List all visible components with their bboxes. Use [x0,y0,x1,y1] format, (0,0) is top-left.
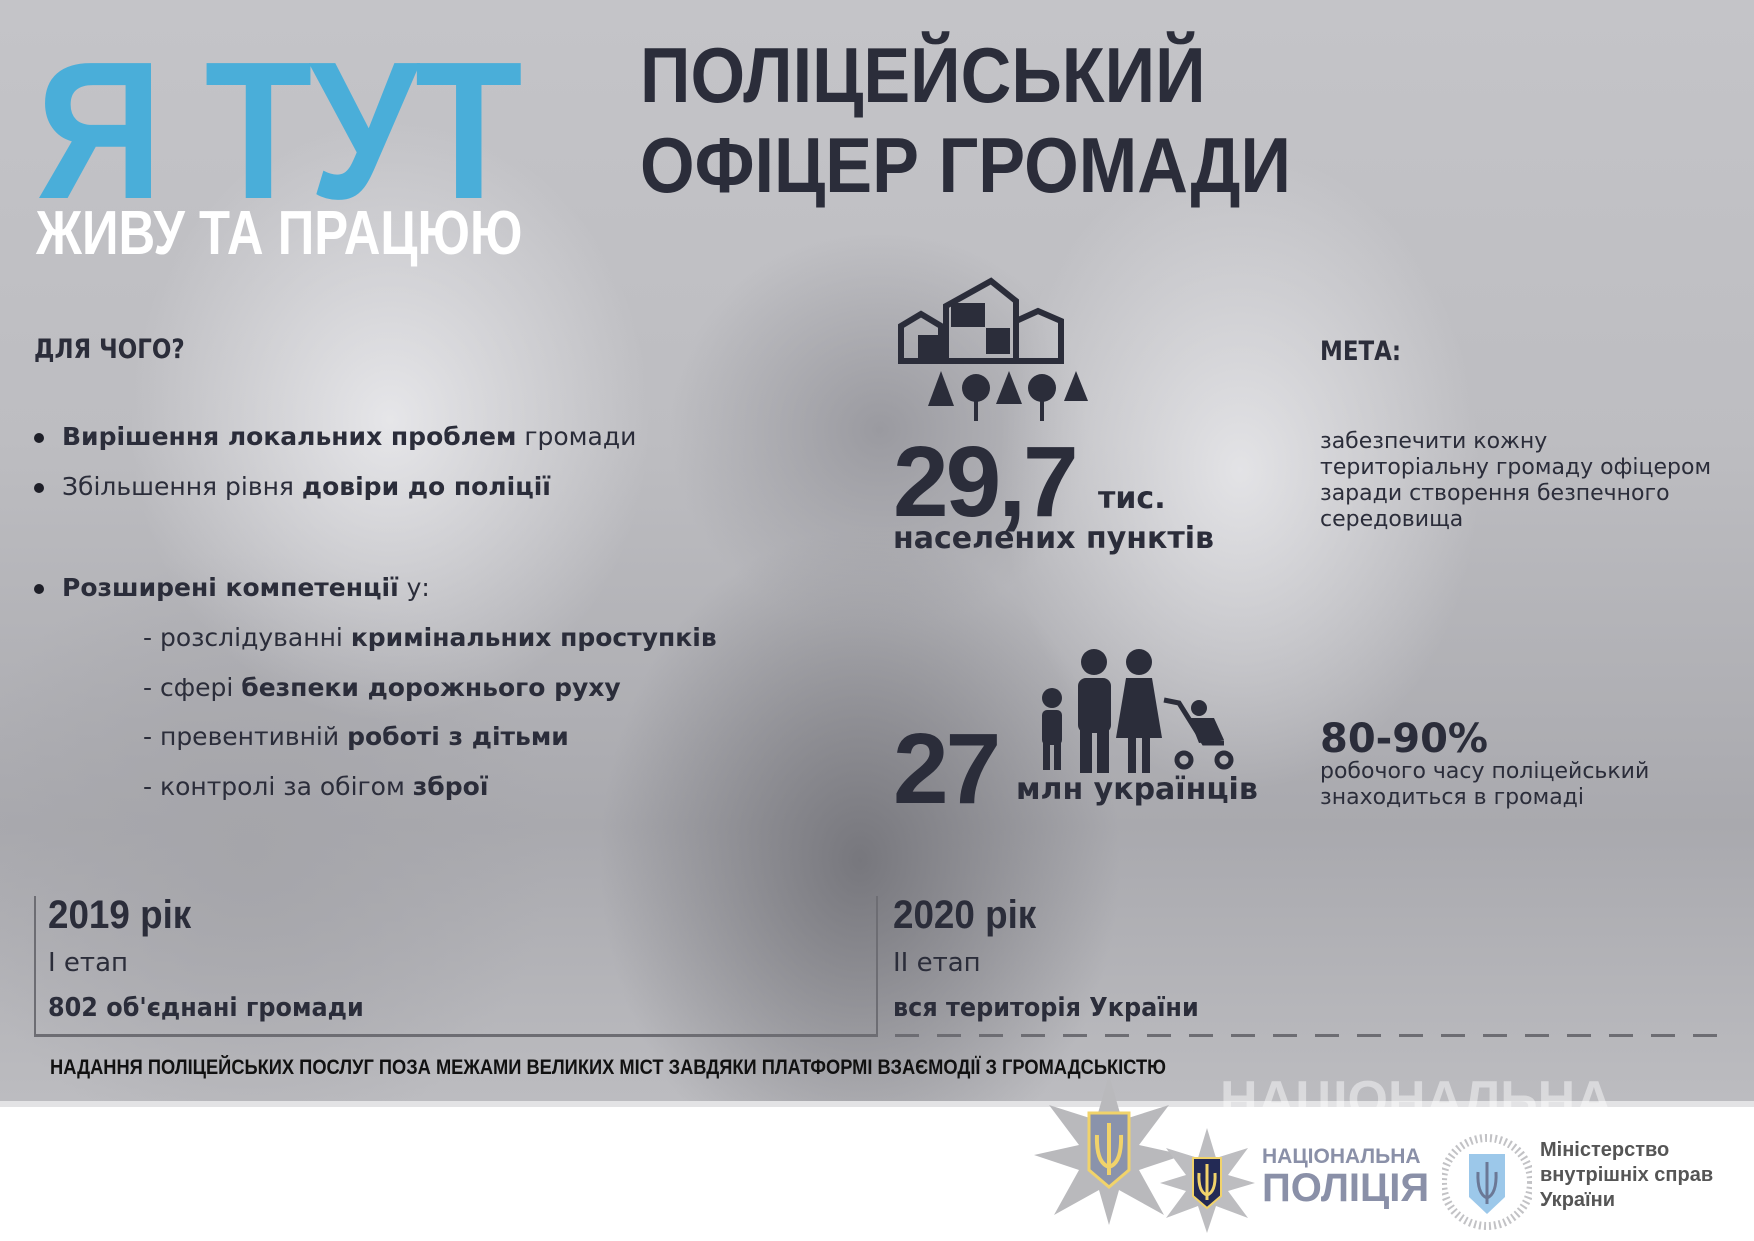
percent-text: робочого часу поліцейський знаходиться в … [1320,759,1650,810]
timeline-line [34,896,36,1036]
subslogan: ЖИВУ ТА ПРАЦЮЮ [36,199,523,268]
sub-item: - контролі за обігом зброї [143,772,489,801]
police-badge-icon [1160,1128,1255,1233]
goal-text: забезпечити кожну територіальну громаду о… [1320,429,1712,532]
sub-item: - превентивній роботі з дітьми [143,722,569,751]
list-item: Вирішення локальних проблем громади [34,422,636,451]
year-2020: 2020 рік [893,893,1037,937]
timeline-solid [34,1034,878,1037]
police-star-icon [1034,1075,1184,1225]
watermark-text: НАЦІОНАЛЬНА [1220,1071,1613,1129]
sub-item: - сфері безпеки дорожнього руху [143,673,621,702]
village-icon [898,277,1088,421]
slogan: Я ТУТ [36,21,523,240]
ministry-logo-text: Міністерство внутрішніх справ України [1540,1139,1714,1211]
scope-2: вся територія України [893,993,1199,1023]
stage-2: ІІ етап [893,948,981,978]
why-heading: ДЛЯ ЧОГО? [34,334,185,365]
timeline-dashed [895,1034,1725,1037]
people-value: 27 [893,713,1001,825]
list-item: Розширені компетенції у: [34,573,430,602]
settlements-value: 29,7 [893,426,1079,538]
page-title: ПОЛІЦЕЙСЬКИЙ ОФІЦЕР ГРОМАДИ [640,31,1291,209]
settlements-unit: тис. [1098,481,1166,516]
sub-item: - розслідуванні кримінальних проступків [143,623,717,652]
stage-1: І етап [48,948,129,978]
footer-banner: НАДАННЯ ПОЛІЦЕЙСЬКИХ ПОСЛУГ ПОЗА МЕЖАМИ … [50,1056,1166,1079]
people-label: млн українців [1016,772,1258,807]
divider [0,1101,1754,1107]
police-logo-line2: ПОЛІЦІЯ [1262,1166,1430,1210]
scope-1: 802 об'єднані громади [48,993,364,1023]
settlements-label: населених пунктів [893,521,1214,556]
percent-value: 80-90% [1320,716,1489,762]
ministry-emblem-icon [1442,1134,1532,1230]
goal-heading: МЕТА: [1320,336,1402,367]
family-icon [1042,649,1234,773]
timeline-line [876,896,878,1036]
police-logo-line1: НАЦІОНАЛЬНА [1262,1145,1421,1168]
year-2019: 2019 рік [48,893,192,937]
list-item: Збільшення рівня довіри до поліції [34,472,551,501]
